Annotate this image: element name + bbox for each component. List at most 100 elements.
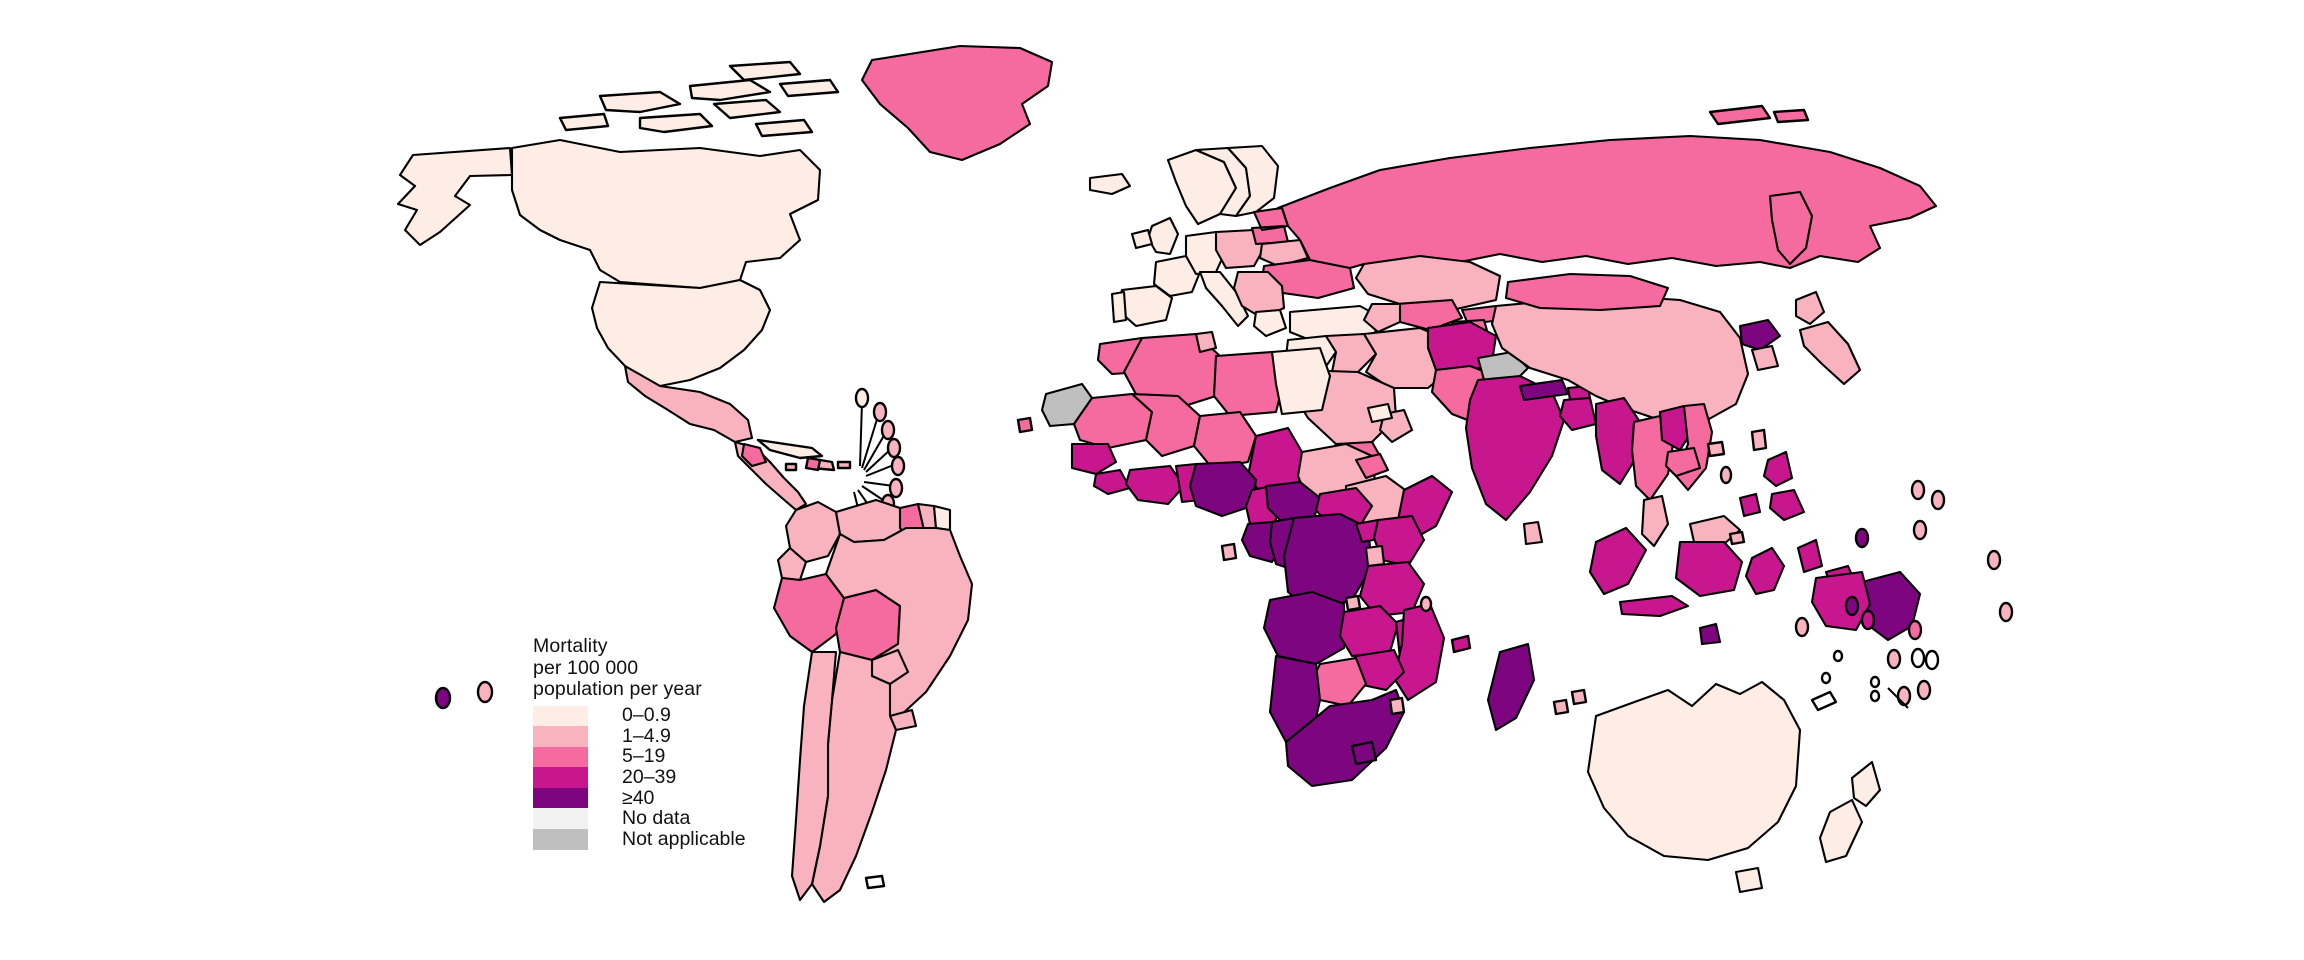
region-madagascar[interactable] <box>1486 642 1536 732</box>
region-united-kingdom[interactable] <box>1146 216 1180 256</box>
region-ireland[interactable] <box>1130 228 1154 250</box>
region-mozambique[interactable] <box>1392 602 1446 702</box>
legend-label-2: 5–19 <box>622 745 666 768</box>
region-angola[interactable] <box>1262 590 1346 666</box>
far-east-island-markers[interactable] <box>1832 649 1909 709</box>
region-cape-verde[interactable] <box>1016 416 1034 434</box>
region-chile[interactable] <box>790 650 838 902</box>
region-myanmar[interactable] <box>1594 396 1642 486</box>
region-south-africa[interactable] <box>1284 688 1406 788</box>
legend-swatch-6 <box>533 829 588 850</box>
legend-entry-5[interactable]: No data <box>533 807 873 830</box>
legend-entry-6[interactable]: Not applicable <box>533 827 873 850</box>
region-borneo[interactable] <box>1674 540 1744 598</box>
legend-entry-1[interactable]: 1–4.9 <box>533 724 873 747</box>
region-puerto-rico[interactable] <box>836 460 852 470</box>
region-iceland[interactable] <box>1088 172 1132 196</box>
legend-label-3: 20–39 <box>622 766 677 789</box>
region-turkmenistan[interactable] <box>1362 302 1402 334</box>
map-land-shapes <box>396 44 2014 904</box>
region-canada[interactable] <box>510 138 822 290</box>
legend-label-6: Not applicable <box>622 827 746 850</box>
region-uae-qatar[interactable] <box>1366 402 1394 424</box>
region-mali[interactable] <box>1130 392 1202 458</box>
region-philippines[interactable] <box>1738 450 1806 522</box>
legend-label-1: 1–4.9 <box>622 724 671 747</box>
legend-swatch-5 <box>533 808 588 830</box>
region-sri-lanka[interactable] <box>1522 520 1544 546</box>
region-canada-arctic-islands[interactable] <box>558 60 840 138</box>
region-portugal[interactable] <box>1110 290 1128 324</box>
region-lesotho[interactable] <box>1350 740 1378 766</box>
region-bangladesh[interactable] <box>1558 396 1598 432</box>
region-eswatini[interactable] <box>1388 696 1406 716</box>
region-greenland[interactable] <box>860 44 1054 162</box>
region-mayotte-seychelles[interactable] <box>1344 594 1362 612</box>
region-alaska[interactable] <box>396 146 514 247</box>
legend-label-5: No data <box>622 807 691 830</box>
region-egypt[interactable] <box>1270 346 1332 416</box>
region-tunisia[interactable] <box>1194 330 1218 354</box>
region-falkland-islands[interactable] <box>864 874 886 890</box>
region-sao-tome[interactable] <box>1220 542 1238 562</box>
region-brunei[interactable] <box>1728 530 1746 546</box>
region-guatemala-belize[interactable] <box>740 442 768 468</box>
region-comoros[interactable] <box>1450 634 1472 654</box>
region-nigeria[interactable] <box>1188 460 1258 518</box>
legend-swatch-4 <box>533 787 588 809</box>
legend-entry-0[interactable]: 0–0.9 <box>533 704 873 727</box>
legend-entry-3[interactable]: 20–39 <box>533 766 873 789</box>
legend-label-4: ≥40 <box>622 786 655 809</box>
region-french-guiana[interactable] <box>932 504 952 532</box>
region-novaya-zemlya[interactable] <box>1708 104 1810 126</box>
region-colombia[interactable] <box>784 500 842 564</box>
legend-entry-list: 0–0.9 1–4.9 5–19 20–39 ≥40 No data <box>533 704 873 850</box>
region-japan[interactable] <box>1794 290 1862 386</box>
region-baltics[interactable] <box>1250 206 1290 246</box>
region-kamchatka[interactable] <box>1768 190 1814 266</box>
legend-swatch-3 <box>533 767 588 788</box>
region-senegal-guinea[interactable] <box>1070 442 1118 476</box>
region-mauritius-reunion[interactable] <box>1552 688 1588 716</box>
region-new-zealand[interactable] <box>1818 760 1882 864</box>
region-italy[interactable] <box>1198 270 1250 328</box>
region-malaysia-peninsula[interactable] <box>1640 494 1670 548</box>
region-south-korea[interactable] <box>1750 344 1780 372</box>
region-haiti[interactable] <box>804 456 822 472</box>
legend-label-0: 0–0.9 <box>622 704 671 727</box>
pacific-island-markers[interactable] <box>1419 465 2014 707</box>
region-russian-federation[interactable] <box>1276 134 1938 270</box>
region-mongolia[interactable] <box>1504 272 1670 312</box>
region-hainan[interactable] <box>1706 440 1726 458</box>
region-greece[interactable] <box>1252 308 1288 338</box>
region-taiwan[interactable] <box>1750 428 1768 452</box>
region-timor-leste[interactable] <box>1698 622 1722 646</box>
region-niger[interactable] <box>1192 410 1258 470</box>
legend-entry-4[interactable]: ≥40 <box>533 786 873 809</box>
legend-entry-2[interactable]: 5–19 <box>533 745 873 768</box>
legend-swatch-2 <box>533 746 588 768</box>
region-jamaica[interactable] <box>784 462 798 472</box>
region-sulawesi[interactable] <box>1744 546 1786 596</box>
region-north-korea[interactable] <box>1738 318 1782 352</box>
region-kazakhstan[interactable] <box>1354 254 1502 312</box>
region-cambodia[interactable] <box>1664 446 1702 478</box>
region-sumatra[interactable] <box>1588 526 1648 596</box>
region-tasmania[interactable] <box>1734 866 1764 894</box>
region-sierra-leone-liberia[interactable] <box>1092 468 1132 496</box>
legend-title: Mortality per 100 000 population per yea… <box>533 635 702 700</box>
region-papua-indonesia[interactable] <box>1810 570 1872 632</box>
region-cuba[interactable] <box>756 438 824 460</box>
map-legend: Mortality per 100 000 population per yea… <box>533 635 873 850</box>
region-united-states[interactable] <box>590 278 772 388</box>
legend-swatch-0 <box>533 705 588 727</box>
region-java[interactable] <box>1618 594 1690 618</box>
region-eritrea[interactable] <box>1354 452 1390 480</box>
region-cote-divoire-ghana[interactable] <box>1124 464 1186 506</box>
region-australia[interactable] <box>1586 680 1802 862</box>
region-new-caledonia[interactable] <box>1810 690 1838 712</box>
southwest-island-markers[interactable] <box>434 680 494 710</box>
region-rwanda-burundi[interactable] <box>1364 544 1386 568</box>
